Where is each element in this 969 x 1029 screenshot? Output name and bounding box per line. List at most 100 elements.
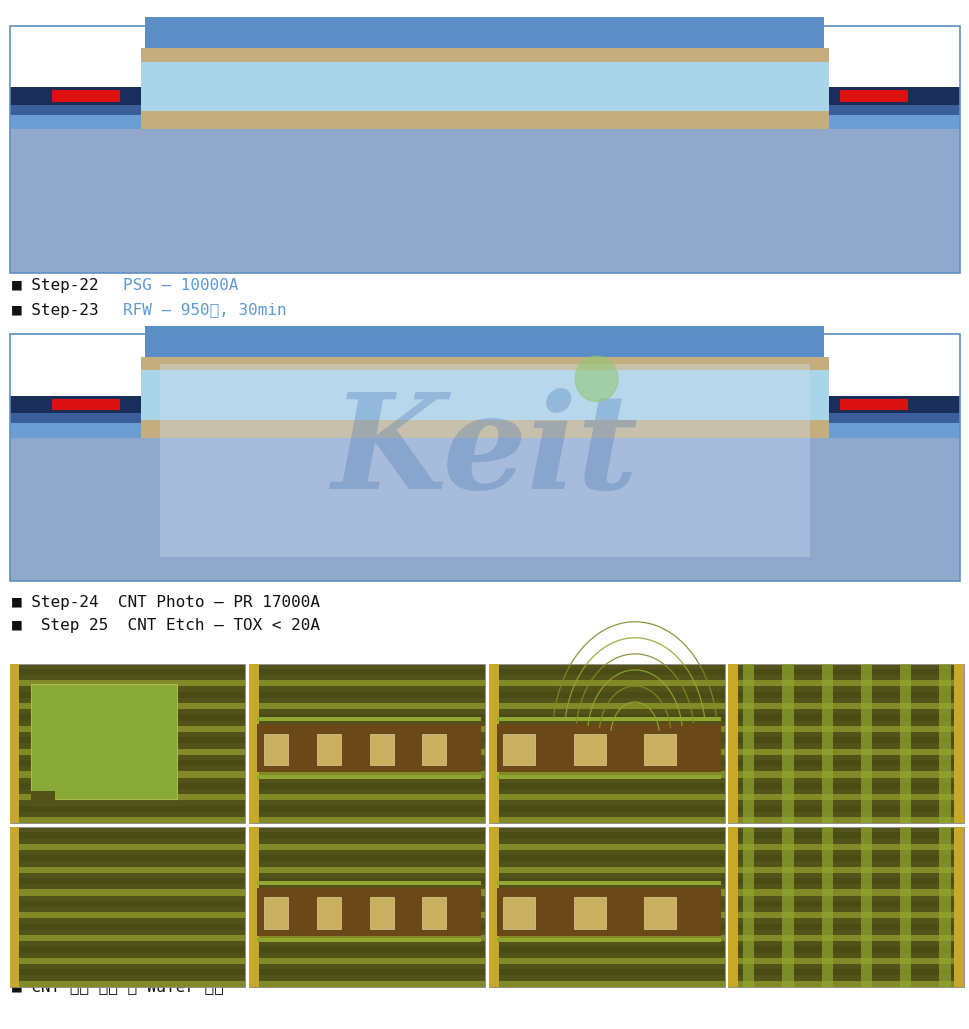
FancyBboxPatch shape	[141, 48, 828, 62]
FancyBboxPatch shape	[249, 889, 484, 895]
FancyBboxPatch shape	[249, 969, 484, 975]
FancyBboxPatch shape	[249, 714, 484, 720]
FancyBboxPatch shape	[422, 897, 446, 928]
FancyBboxPatch shape	[51, 91, 119, 102]
FancyBboxPatch shape	[10, 26, 959, 273]
FancyBboxPatch shape	[264, 897, 288, 928]
FancyBboxPatch shape	[31, 791, 54, 808]
FancyBboxPatch shape	[10, 947, 245, 953]
FancyBboxPatch shape	[141, 62, 828, 111]
FancyBboxPatch shape	[10, 669, 245, 675]
FancyBboxPatch shape	[728, 806, 963, 812]
FancyBboxPatch shape	[10, 827, 19, 987]
FancyBboxPatch shape	[249, 958, 484, 964]
FancyBboxPatch shape	[257, 724, 481, 772]
FancyBboxPatch shape	[10, 725, 245, 732]
FancyBboxPatch shape	[249, 806, 484, 812]
FancyBboxPatch shape	[728, 664, 737, 823]
FancyBboxPatch shape	[503, 734, 535, 765]
FancyBboxPatch shape	[257, 717, 481, 721]
FancyBboxPatch shape	[728, 969, 963, 975]
FancyBboxPatch shape	[10, 703, 245, 709]
FancyBboxPatch shape	[369, 897, 393, 928]
FancyBboxPatch shape	[496, 724, 720, 772]
FancyBboxPatch shape	[953, 827, 963, 987]
FancyBboxPatch shape	[316, 734, 340, 765]
FancyBboxPatch shape	[488, 889, 724, 895]
FancyBboxPatch shape	[249, 748, 484, 755]
FancyBboxPatch shape	[728, 878, 963, 884]
FancyBboxPatch shape	[574, 897, 606, 928]
FancyBboxPatch shape	[828, 114, 959, 130]
FancyBboxPatch shape	[728, 680, 963, 686]
FancyBboxPatch shape	[249, 844, 484, 850]
Text: ■ Step-24  CNT Photo – PR 17000A: ■ Step-24 CNT Photo – PR 17000A	[12, 595, 320, 610]
FancyBboxPatch shape	[488, 737, 724, 743]
FancyBboxPatch shape	[728, 924, 963, 930]
FancyBboxPatch shape	[828, 87, 959, 105]
FancyBboxPatch shape	[728, 669, 963, 675]
FancyBboxPatch shape	[316, 897, 340, 928]
FancyBboxPatch shape	[728, 772, 963, 778]
FancyBboxPatch shape	[728, 981, 963, 987]
FancyBboxPatch shape	[488, 772, 724, 778]
FancyBboxPatch shape	[10, 844, 245, 850]
FancyBboxPatch shape	[488, 748, 724, 755]
FancyBboxPatch shape	[249, 947, 484, 953]
FancyBboxPatch shape	[10, 414, 141, 423]
FancyBboxPatch shape	[728, 947, 963, 953]
FancyBboxPatch shape	[10, 691, 245, 698]
FancyBboxPatch shape	[249, 855, 484, 861]
FancyBboxPatch shape	[488, 664, 724, 823]
FancyBboxPatch shape	[728, 889, 963, 895]
FancyBboxPatch shape	[488, 691, 724, 698]
Text: ■ CNT 공정 완료 후 Wafer 표면: ■ CNT 공정 완료 후 Wafer 표면	[12, 980, 223, 995]
FancyBboxPatch shape	[781, 827, 793, 987]
FancyBboxPatch shape	[488, 866, 724, 873]
FancyBboxPatch shape	[728, 827, 737, 987]
FancyBboxPatch shape	[249, 827, 484, 987]
Text: PSG – 10000A: PSG – 10000A	[123, 278, 238, 293]
FancyBboxPatch shape	[249, 866, 484, 873]
FancyBboxPatch shape	[488, 924, 724, 930]
FancyBboxPatch shape	[10, 714, 245, 720]
FancyBboxPatch shape	[488, 947, 724, 953]
FancyBboxPatch shape	[10, 806, 245, 812]
FancyBboxPatch shape	[488, 664, 498, 823]
FancyBboxPatch shape	[369, 734, 393, 765]
FancyBboxPatch shape	[160, 364, 809, 557]
FancyBboxPatch shape	[728, 900, 963, 908]
FancyBboxPatch shape	[249, 725, 484, 732]
FancyBboxPatch shape	[10, 119, 959, 130]
FancyBboxPatch shape	[728, 912, 963, 919]
FancyBboxPatch shape	[488, 958, 724, 964]
FancyBboxPatch shape	[728, 748, 963, 755]
FancyBboxPatch shape	[249, 737, 484, 743]
Text: ■ Step-23: ■ Step-23	[12, 303, 117, 318]
Circle shape	[575, 356, 617, 401]
FancyBboxPatch shape	[488, 855, 724, 861]
FancyBboxPatch shape	[249, 878, 484, 884]
FancyBboxPatch shape	[249, 691, 484, 698]
Text: RFW – 950도, 30min: RFW – 950도, 30min	[123, 303, 287, 318]
FancyBboxPatch shape	[953, 664, 963, 823]
FancyBboxPatch shape	[839, 399, 907, 411]
FancyBboxPatch shape	[860, 664, 871, 823]
FancyBboxPatch shape	[728, 760, 963, 767]
FancyBboxPatch shape	[10, 924, 245, 930]
FancyBboxPatch shape	[10, 772, 245, 778]
FancyBboxPatch shape	[860, 827, 871, 987]
FancyBboxPatch shape	[643, 897, 675, 928]
FancyBboxPatch shape	[488, 981, 724, 987]
FancyBboxPatch shape	[422, 734, 446, 765]
FancyBboxPatch shape	[10, 935, 245, 942]
FancyBboxPatch shape	[728, 827, 963, 987]
FancyBboxPatch shape	[496, 888, 720, 935]
FancyBboxPatch shape	[10, 87, 141, 105]
FancyBboxPatch shape	[10, 664, 245, 823]
FancyBboxPatch shape	[10, 748, 245, 755]
FancyBboxPatch shape	[488, 783, 724, 789]
FancyBboxPatch shape	[249, 760, 484, 767]
FancyBboxPatch shape	[141, 357, 828, 370]
FancyBboxPatch shape	[249, 669, 484, 675]
